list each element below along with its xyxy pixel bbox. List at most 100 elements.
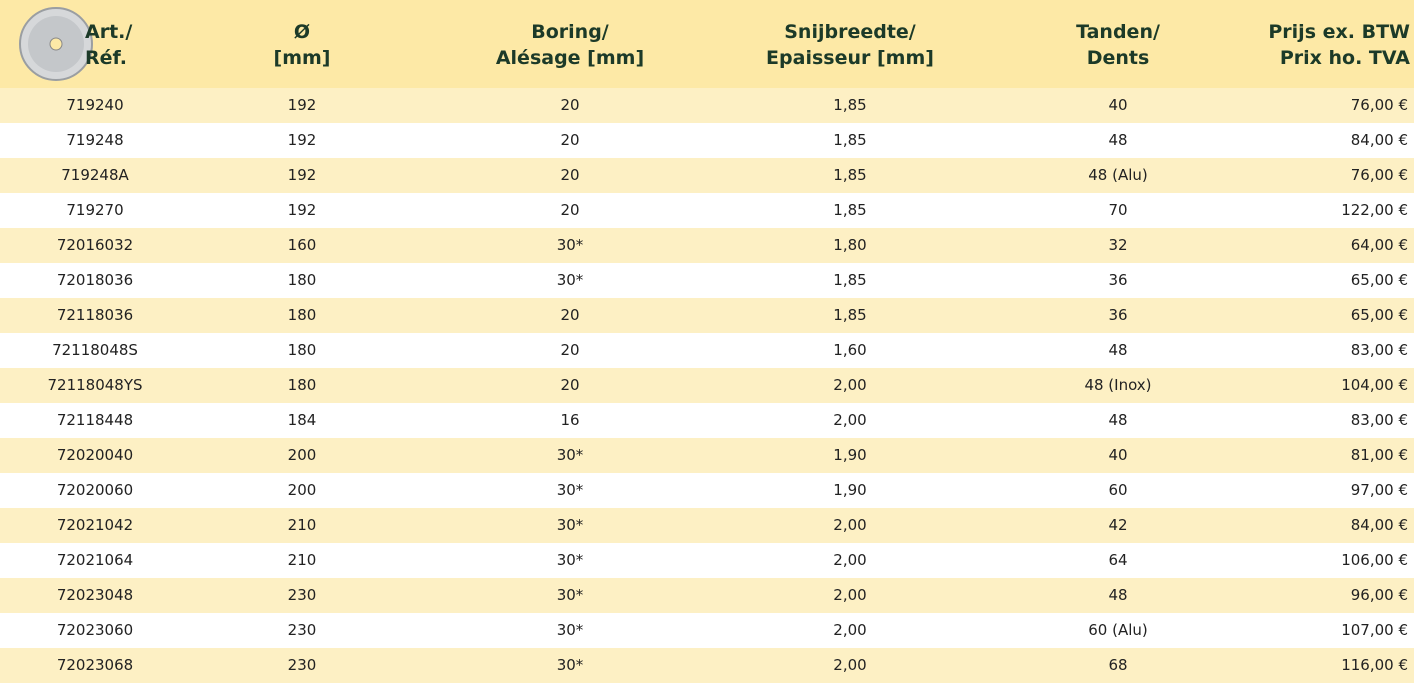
table-cell: 70 [1108, 193, 1127, 228]
table-cell: 97,00 € [1351, 473, 1408, 508]
table-cell: 68 [1108, 648, 1127, 683]
table-cell: 1,90 [833, 473, 866, 508]
table-cell: 48 [1108, 123, 1127, 158]
table-cell: 72118048S [52, 333, 138, 368]
table-cell: 65,00 € [1351, 263, 1408, 298]
table-cell: 1,80 [833, 228, 866, 263]
table-cell: 116,00 € [1341, 648, 1408, 683]
table-cell: 96,00 € [1351, 578, 1408, 613]
table-cell: 180 [288, 368, 317, 403]
price-table: Art./Réf.Ø[mm]Boring/Alésage [mm]Snijbre… [0, 0, 1414, 684]
row-background [0, 193, 1414, 228]
header-cell: Epaisseur [mm] [766, 46, 934, 70]
header-cell: Dents [1087, 46, 1150, 70]
table-cell: 2,00 [833, 613, 866, 648]
table-cell: 72018036 [57, 263, 133, 298]
table-cell: 719248 [66, 123, 123, 158]
table-cell: 72020060 [57, 473, 133, 508]
table-cell: 32 [1108, 228, 1127, 263]
header-cell: Réf. [85, 46, 127, 70]
table-cell: 30* [557, 473, 584, 508]
table-cell: 20 [560, 368, 579, 403]
table-cell: 1,85 [833, 158, 866, 193]
table-cell: 210 [288, 543, 317, 578]
table-cell: 210 [288, 508, 317, 543]
table-cell: 72023068 [57, 648, 133, 683]
table-cell: 1,90 [833, 438, 866, 473]
table-cell: 48 (Inox) [1084, 368, 1151, 403]
header-cell: Ø [294, 20, 310, 44]
table-cell: 72118036 [57, 298, 133, 333]
table-cell: 20 [560, 298, 579, 333]
table-cell: 20 [560, 88, 579, 123]
table-cell: 1,85 [833, 88, 866, 123]
header-cell: Snijbreedte/ [784, 20, 916, 44]
table-cell: 48 [1108, 333, 1127, 368]
table-cell: 1,85 [833, 263, 866, 298]
table-cell: 60 (Alu) [1088, 613, 1148, 648]
table-cell: 48 [1108, 578, 1127, 613]
row-background [0, 368, 1414, 403]
table-cell: 30* [557, 578, 584, 613]
table-cell: 30* [557, 228, 584, 263]
row-background [0, 648, 1414, 683]
table-cell: 16 [560, 403, 579, 438]
table-cell: 192 [288, 193, 317, 228]
table-cell: 65,00 € [1351, 298, 1408, 333]
table-cell: 48 (Alu) [1088, 158, 1148, 193]
table-cell: 200 [288, 473, 317, 508]
table-cell: 36 [1108, 298, 1127, 333]
table-cell: 30* [557, 263, 584, 298]
table-cell: 107,00 € [1341, 613, 1408, 648]
table-cell: 184 [288, 403, 317, 438]
row-background [0, 333, 1414, 368]
row-background [0, 508, 1414, 543]
table-cell: 72021064 [57, 543, 133, 578]
table-cell: 122,00 € [1341, 193, 1408, 228]
table-cell: 160 [288, 228, 317, 263]
table-cell: 104,00 € [1341, 368, 1408, 403]
table-cell: 83,00 € [1351, 403, 1408, 438]
table-cell: 20 [560, 333, 579, 368]
table-cell: 106,00 € [1341, 543, 1408, 578]
table-cell: 40 [1108, 438, 1127, 473]
row-background [0, 438, 1414, 473]
saw-blade-icon [18, 6, 94, 82]
table-cell: 72118448 [57, 403, 133, 438]
table-cell: 30* [557, 613, 584, 648]
row-background [0, 403, 1414, 438]
table-cell: 30* [557, 543, 584, 578]
table-cell: 64,00 € [1351, 228, 1408, 263]
row-background [0, 298, 1414, 333]
table-cell: 1,85 [833, 193, 866, 228]
table-cell: 76,00 € [1351, 88, 1408, 123]
row-background [0, 578, 1414, 613]
table-cell: 180 [288, 263, 317, 298]
table-cell: 72021042 [57, 508, 133, 543]
table-cell: 192 [288, 123, 317, 158]
table-cell: 72016032 [57, 228, 133, 263]
table-cell: 40 [1108, 88, 1127, 123]
table-cell: 2,00 [833, 508, 866, 543]
table-cell: 2,00 [833, 543, 866, 578]
table-cell: 2,00 [833, 648, 866, 683]
header-cell: [mm] [274, 46, 331, 70]
table-cell: 81,00 € [1351, 438, 1408, 473]
header-cell: Prix ho. TVA [1280, 46, 1410, 70]
row-background [0, 158, 1414, 193]
header-cell: Art./ [85, 20, 132, 44]
table-cell: 230 [288, 613, 317, 648]
table-cell: 180 [288, 298, 317, 333]
table-cell: 719240 [66, 88, 123, 123]
table-cell: 20 [560, 158, 579, 193]
table-cell: 2,00 [833, 368, 866, 403]
table-cell: 20 [560, 193, 579, 228]
table-cell: 192 [288, 158, 317, 193]
header-cell: Prijs ex. BTW [1268, 20, 1410, 44]
table-cell: 72118048YS [47, 368, 142, 403]
table-cell: 1,85 [833, 123, 866, 158]
row-background [0, 613, 1414, 648]
table-cell: 2,00 [833, 403, 866, 438]
table-cell: 1,85 [833, 298, 866, 333]
table-cell: 2,00 [833, 578, 866, 613]
